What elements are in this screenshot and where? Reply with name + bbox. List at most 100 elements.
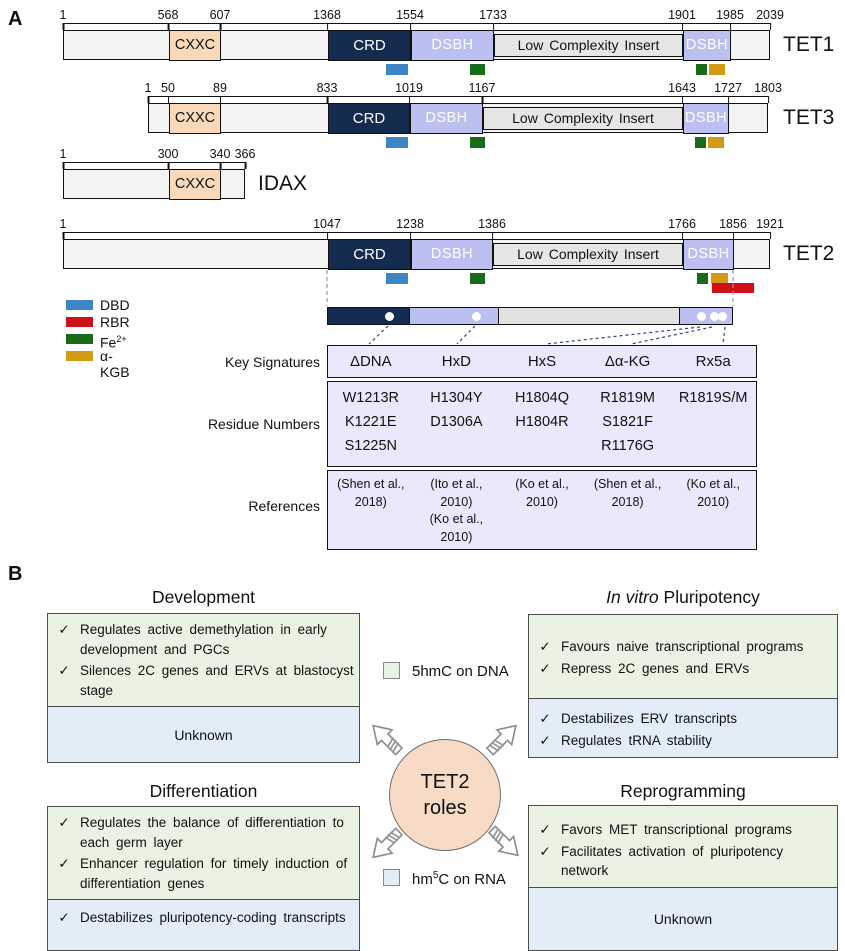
legend-item-rbr: RBR	[66, 314, 130, 330]
tick-label: 366	[234, 147, 256, 169]
reference-cell: (Ko et al., 2010)	[515, 477, 569, 509]
development-title: Development	[151, 587, 256, 607]
tick-label: 50	[161, 81, 175, 103]
arrow-down-left-icon	[372, 827, 404, 859]
rna-legend-label: hm5C on RNA	[412, 870, 506, 888]
rbr-marker	[712, 283, 754, 293]
protein-bar-tet1: CXXC CRD DSBH Low Complexity Insert DSBH	[63, 29, 770, 61]
reprogramming-unknown: Unknown	[529, 887, 837, 950]
mutation-dot	[710, 311, 719, 321]
list-item: ✓ Destabilizes pluripotency-coding trans…	[48, 908, 359, 928]
arrow-up-right-icon	[485, 724, 517, 756]
kgb-marker	[711, 273, 728, 284]
list-item: ✓ Favors MET transcriptional programs	[529, 820, 837, 840]
list-item: ✓ Silences 2C genes and ERVs at blastocy…	[48, 661, 359, 700]
mutation-dot	[472, 311, 481, 321]
tick-label: 1733	[479, 8, 507, 30]
list-item: ✓ Regulates the balance of differentiati…	[48, 813, 359, 852]
tet2-zoomed-bar	[327, 307, 733, 325]
list-item: ✓ Facilitates activation of pluripotency…	[529, 842, 837, 881]
kgb-swatch	[66, 351, 93, 361]
panel-a-label: A	[8, 8, 23, 30]
reference-cell: (Ko et al., 2010)	[686, 477, 740, 509]
legend-item-kgb: α-KGB	[66, 348, 130, 380]
signature-cell: Rx5a	[695, 353, 731, 370]
zoom-segment-insert	[498, 308, 679, 324]
domain-low-complexity-insert: Low Complexity Insert	[493, 242, 683, 266]
tick-label: 1368	[313, 8, 341, 30]
fe-marker	[470, 273, 485, 284]
tick-label: 833	[316, 81, 338, 103]
protein-bar-tet3: CXXC CRD DSBH Low Complexity Insert DSBH	[148, 102, 768, 134]
dbd-swatch	[66, 300, 93, 310]
tick-label: 1238	[396, 217, 424, 239]
references-table: (Shen et al., 2018) (Ito et al., 2010) (K…	[327, 470, 757, 550]
dbd-marker	[386, 273, 408, 284]
reference-cell: (Ito et al., 2010) (Ko et al., 2010)	[429, 477, 484, 544]
check-icon: ✓	[58, 815, 70, 830]
dbd-marker	[386, 137, 408, 148]
check-icon: ✓	[58, 663, 70, 679]
domain-low-complexity-insert: Low Complexity Insert	[494, 33, 683, 57]
tick-label: 89	[213, 81, 227, 103]
residue-cell: H1304Y D1306A	[430, 390, 483, 430]
reprogramming-title: Reprogramming	[620, 781, 746, 801]
tick-label: 1	[59, 147, 67, 169]
domain-dsbh: DSBH	[683, 238, 734, 270]
signature-cell: HxD	[441, 353, 471, 370]
residue-numbers-table: W1213R K1221E S1225N H1304Y D1306A H1804Q H1…	[327, 381, 757, 467]
mutation-dot	[697, 311, 706, 321]
mutation-dot	[718, 311, 727, 321]
tick-label: 1047	[313, 217, 341, 239]
fe-marker	[470, 137, 485, 148]
domain-cxxc: CXXC	[169, 29, 221, 61]
domain-dsbh: DSBH	[683, 102, 729, 134]
domain-low-complexity-insert: Low Complexity Insert	[483, 106, 683, 130]
domain-dsbh: DSBH	[411, 238, 493, 270]
zoom-segment-dsbh1	[409, 308, 498, 324]
mutation-dot	[385, 311, 394, 321]
reprogramming-box: ✓ Favors MET transcriptional programs ✓ …	[528, 805, 838, 951]
legend-item-fe: Fe2+	[66, 331, 127, 351]
signature-cell: Δα-KG	[604, 353, 651, 370]
fe-swatch	[66, 334, 93, 344]
tet2-roles-circle: TET2 roles	[389, 739, 501, 851]
check-icon: ✓	[539, 822, 551, 837]
kgb-marker	[709, 64, 725, 75]
check-icon: ✓	[539, 732, 551, 748]
tick-label: 1	[144, 81, 152, 103]
tick-label: 1	[59, 8, 67, 30]
development-box: ✓ Regulates active demethylation in earl…	[47, 613, 360, 764]
differentiation-title: Differentiation	[149, 781, 258, 801]
tick-label: 1643	[668, 81, 696, 103]
list-item: ✓ Repress 2C genes and ERVs	[529, 659, 837, 679]
check-icon: ✓	[539, 660, 551, 676]
pluripotency-box: ✓ Favours naive transcriptional programs…	[528, 614, 838, 758]
key-signatures-table: ΔDNA HxD HxS Δα-KG Rx5a	[327, 345, 757, 378]
protein-name: TET2	[783, 242, 835, 265]
list-item: ✓ Favours naive transcriptional programs	[529, 637, 837, 657]
domain-crd: CRD	[328, 238, 411, 270]
reference-cell: (Shen et al., 2018)	[337, 477, 405, 509]
dna-legend-label: 5hmC on DNA	[412, 663, 509, 680]
key-signatures-label: Key Signatures	[225, 354, 320, 370]
tick-label: 1386	[478, 217, 506, 239]
fe-marker	[696, 64, 707, 75]
domain-dsbh: DSBH	[683, 29, 731, 61]
domain-crd: CRD	[328, 102, 410, 134]
protein-name: TET1	[783, 33, 835, 56]
tick-label: 568	[157, 8, 179, 30]
dna-swatch	[383, 662, 400, 679]
domain-dsbh: DSBH	[410, 102, 483, 134]
tick-label: 1554	[396, 8, 424, 30]
fe-marker	[470, 64, 485, 75]
tick-label: 1	[59, 217, 67, 239]
list-item: ✓ Regulates tRNA stability	[529, 731, 837, 751]
arrow-down-right-icon	[487, 825, 519, 857]
tick-label: 1856	[719, 217, 747, 239]
list-item: ✓ Regulates active demethylation in earl…	[48, 620, 359, 659]
signature-cell: HxS	[527, 353, 557, 370]
tick-label: 1766	[668, 217, 696, 239]
check-icon: ✓	[539, 711, 551, 726]
